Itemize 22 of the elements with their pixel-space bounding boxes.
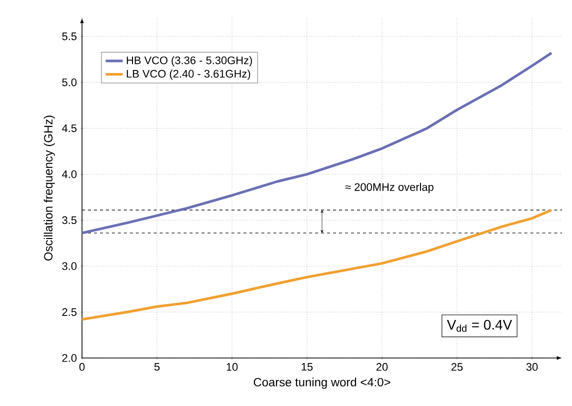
legend-label: HB VCO (3.36 - 5.30GHz) <box>126 56 252 66</box>
annotation: V$_{dd}$ = 0.4V <box>446 320 512 332</box>
y-tick-label: 5.5 <box>62 32 77 40</box>
y-tick-label: 3.5 <box>62 216 77 224</box>
x-tick-label: 0 <box>79 363 85 371</box>
legend-label: LB VCO (2.40 - 3.61GHz) <box>126 70 250 80</box>
x-tick-label: 25 <box>451 363 463 371</box>
y-axis-title: Oscillation frequency (GHz) <box>44 116 55 261</box>
y-tick-label: 4.0 <box>62 170 77 178</box>
y-tick-label: 3.0 <box>62 262 77 270</box>
y-tick-label: 2.0 <box>62 354 77 362</box>
x-tick-label: 5 <box>154 363 160 371</box>
x-tick-label: 20 <box>376 363 388 371</box>
x-axis-title: Coarse tuning word <4:0> <box>254 378 390 389</box>
x-tick-label: 10 <box>226 363 238 371</box>
annotation: ≈ 200MHz overlap <box>345 182 434 194</box>
y-tick-label: 4.5 <box>62 124 77 132</box>
x-tick-label: 30 <box>526 363 538 371</box>
x-tick-label: 15 <box>302 363 313 371</box>
y-tick-label: 5.0 <box>62 78 77 86</box>
y-tick-label: 2.5 <box>62 308 77 316</box>
line-series <box>80 208 553 321</box>
